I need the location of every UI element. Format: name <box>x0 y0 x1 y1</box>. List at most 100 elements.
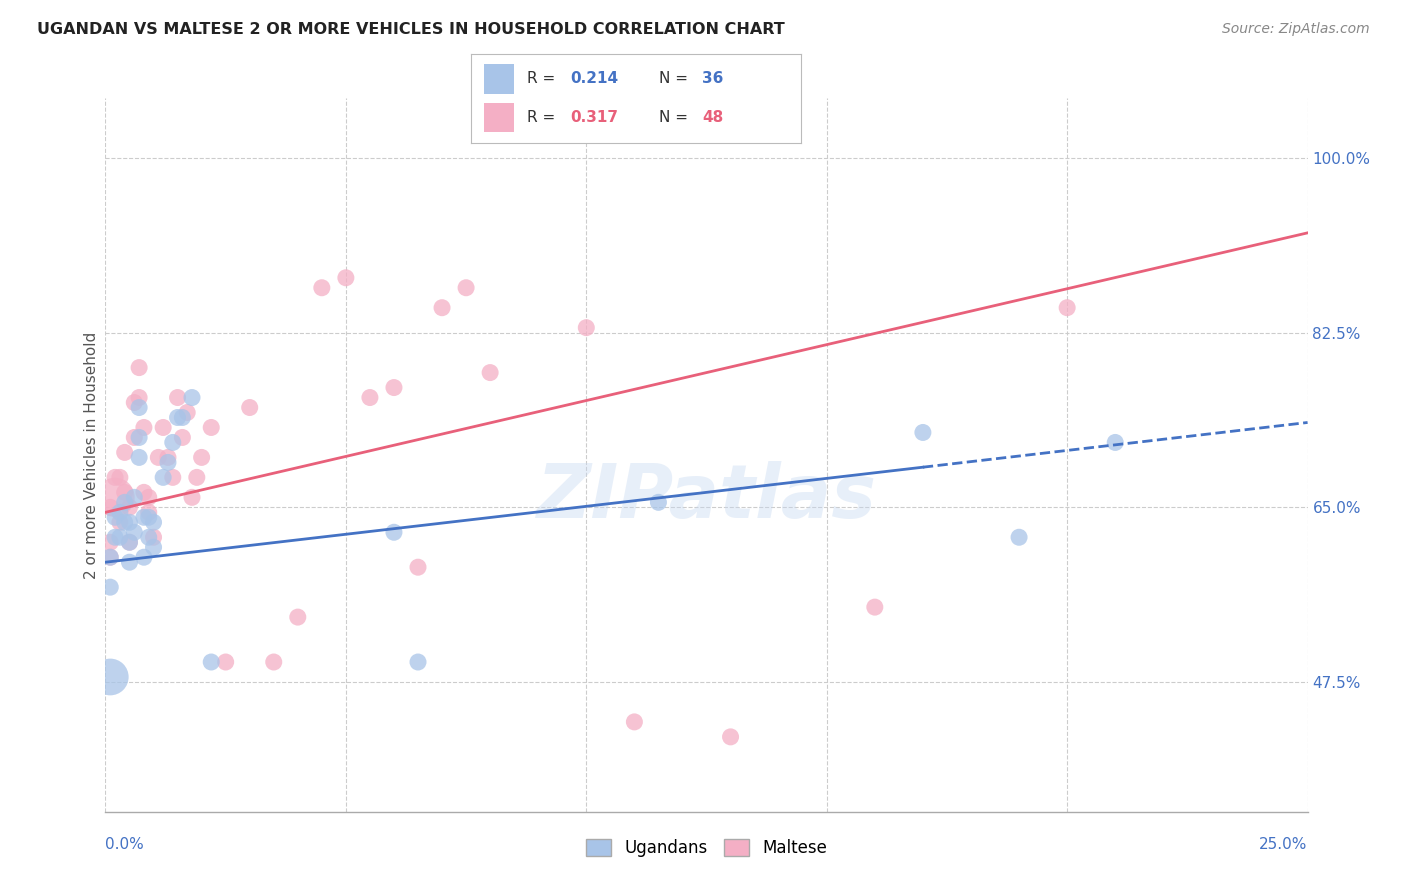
Point <box>132 510 155 524</box>
Point <box>104 510 127 524</box>
Point <box>98 580 121 594</box>
Point <box>114 495 136 509</box>
Point <box>311 281 333 295</box>
Point <box>138 505 160 519</box>
Text: 0.317: 0.317 <box>571 111 619 125</box>
Point <box>911 425 934 440</box>
Point <box>132 550 155 565</box>
Point <box>108 530 131 544</box>
Point <box>166 410 188 425</box>
Point <box>118 535 141 549</box>
Point <box>382 380 405 394</box>
Point <box>142 516 165 530</box>
Point <box>156 455 179 469</box>
Point <box>132 420 155 434</box>
Point <box>128 401 150 415</box>
Point <box>1104 435 1126 450</box>
Text: 36: 36 <box>703 71 724 86</box>
Point <box>863 600 886 615</box>
Text: UGANDAN VS MALTESE 2 OR MORE VEHICLES IN HOUSEHOLD CORRELATION CHART: UGANDAN VS MALTESE 2 OR MORE VEHICLES IN… <box>37 22 785 37</box>
Point <box>114 445 136 459</box>
Point <box>335 270 357 285</box>
Point <box>172 410 194 425</box>
Text: N =: N = <box>659 111 693 125</box>
Point <box>118 555 141 569</box>
Point <box>479 366 502 380</box>
Point <box>214 655 236 669</box>
Point <box>181 391 204 405</box>
Point <box>287 610 309 624</box>
Point <box>720 730 742 744</box>
Point <box>1056 301 1078 315</box>
Point <box>152 470 174 484</box>
Point <box>98 535 121 549</box>
Point <box>239 401 262 415</box>
Point <box>98 670 121 684</box>
Point <box>142 540 165 554</box>
Point <box>1008 530 1031 544</box>
Point <box>138 491 160 505</box>
Point <box>128 450 150 465</box>
Text: Source: ZipAtlas.com: Source: ZipAtlas.com <box>1222 22 1369 37</box>
Point <box>124 395 146 409</box>
Point <box>263 655 285 669</box>
Point <box>162 470 184 484</box>
Point <box>406 560 429 574</box>
Point <box>114 485 136 500</box>
Point <box>181 491 204 505</box>
Point <box>190 450 212 465</box>
Point <box>132 485 155 500</box>
Point <box>124 430 146 444</box>
Text: ZIPatlas: ZIPatlas <box>537 461 876 534</box>
FancyBboxPatch shape <box>484 64 515 94</box>
Point <box>108 505 131 519</box>
Point <box>114 516 136 530</box>
Text: R =: R = <box>527 71 561 86</box>
Point <box>108 516 131 530</box>
Point <box>172 430 194 444</box>
Y-axis label: 2 or more Vehicles in Household: 2 or more Vehicles in Household <box>84 331 98 579</box>
Text: 0.214: 0.214 <box>571 71 619 86</box>
Text: 48: 48 <box>703 111 724 125</box>
Point <box>118 500 141 515</box>
Point <box>200 420 222 434</box>
Point <box>108 470 131 484</box>
Point <box>118 516 141 530</box>
Point <box>162 435 184 450</box>
Point <box>104 470 127 484</box>
Point <box>148 450 170 465</box>
Point <box>156 450 179 465</box>
Point <box>454 281 477 295</box>
Point <box>98 500 121 515</box>
Point <box>406 655 429 669</box>
Point <box>128 391 150 405</box>
FancyBboxPatch shape <box>484 103 515 132</box>
Point <box>118 535 141 549</box>
Text: N =: N = <box>659 71 693 86</box>
Point <box>200 655 222 669</box>
Point <box>575 320 598 334</box>
Point <box>104 530 127 544</box>
Point <box>623 714 645 729</box>
Point <box>138 510 160 524</box>
Point <box>382 525 405 540</box>
Text: 0.0%: 0.0% <box>105 837 145 852</box>
Point <box>124 491 146 505</box>
Point <box>98 550 121 565</box>
Point <box>142 530 165 544</box>
Text: 25.0%: 25.0% <box>1260 837 1308 852</box>
Point <box>128 360 150 375</box>
Point <box>124 525 146 540</box>
Point <box>359 391 381 405</box>
Point <box>186 470 208 484</box>
Text: R =: R = <box>527 111 561 125</box>
Point <box>152 420 174 434</box>
Point <box>176 405 198 419</box>
Point <box>647 495 669 509</box>
Point <box>138 530 160 544</box>
Point <box>98 550 121 565</box>
Point <box>104 491 127 505</box>
Point <box>166 391 188 405</box>
Point <box>128 430 150 444</box>
Point <box>430 301 453 315</box>
